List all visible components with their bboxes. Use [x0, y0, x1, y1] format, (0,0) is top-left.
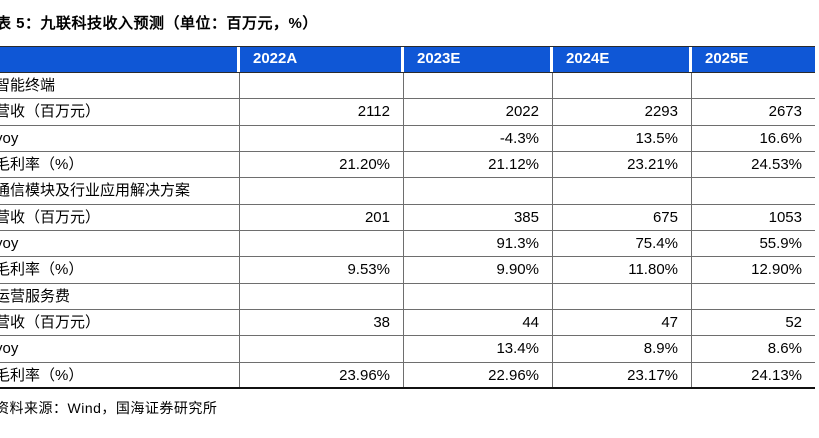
value-cell: 24.53% [751, 155, 802, 173]
value-cell: 2112 [240, 99, 404, 125]
table-row: 毛利率（%） 9.53% 9.90% 11.80% 12.90% [0, 257, 815, 284]
value-cell: 21.12% [404, 151, 553, 178]
row-label-cell: 营收（百万元） [0, 204, 240, 230]
table-row: yoy -4.3% 13.5% 16.6% [0, 125, 815, 152]
row-label-cell: 智能终端 [0, 73, 240, 99]
value-cell [692, 178, 815, 203]
value-cell: 675 [553, 204, 692, 230]
value-cell: 2022 [404, 99, 553, 125]
value-cell [240, 336, 404, 362]
value-cell: 1053 [768, 208, 802, 226]
value-cell: 47 [553, 309, 692, 336]
value-cell [553, 283, 692, 309]
header-cell-2024e: 2024E [553, 47, 692, 72]
table-body: 智能终端 营收（百万元） 2112 2022 2293 2673 yoy -4.… [0, 73, 815, 389]
value-cell [692, 284, 815, 309]
value-cell: 44 [404, 309, 553, 336]
table-header-row: 2022A 2023E 2024E 2025E [0, 46, 815, 73]
table-row: 毛利率（%） 21.20% 21.12% 23.21% 24.53% [0, 151, 815, 179]
value-cell [240, 73, 404, 99]
header-cell-2025e: 2025E [705, 50, 749, 67]
value-cell: 24.13% [751, 366, 802, 384]
value-cell: 21.20% [240, 151, 404, 178]
row-label-cell: 营收（百万元） [0, 309, 240, 336]
value-cell [553, 73, 692, 99]
table-row: yoy 91.3% 75.4% 55.9% [0, 230, 815, 258]
value-cell [404, 73, 553, 99]
row-label-cell: 毛利率（%） [0, 151, 240, 178]
source-note: 资料来源：Wind，国海证券研究所 [0, 400, 218, 416]
value-cell: -4.3% [404, 125, 553, 151]
value-cell: 91.3% [404, 230, 553, 257]
value-cell: 55.9% [759, 234, 802, 252]
header-cell-2022a: 2022A [240, 47, 404, 72]
value-cell: 23.17% [553, 362, 692, 387]
value-cell [240, 230, 404, 257]
section-row: 智能终端 [0, 73, 815, 100]
header-cell-2023e: 2023E [404, 47, 553, 72]
value-cell: 11.80% [553, 257, 692, 283]
value-cell: 9.53% [240, 257, 404, 283]
value-cell: 8.6% [767, 340, 802, 358]
table-row: 毛利率（%） 23.96% 22.96% 23.17% 24.13% [0, 362, 815, 389]
value-cell: 23.96% [240, 362, 404, 387]
value-cell: 13.5% [553, 125, 692, 151]
table-row: 营收（百万元） 201 385 675 1053 [0, 204, 815, 231]
value-cell: 75.4% [553, 230, 692, 257]
value-cell: 9.90% [404, 257, 553, 283]
row-label-cell: 通信模块及行业应用解决方案 [0, 178, 240, 204]
value-cell [240, 125, 404, 151]
row-label-cell: 营收（百万元） [0, 99, 240, 125]
value-cell: 2673 [768, 103, 802, 121]
row-label-cell: 毛利率（%） [0, 362, 240, 387]
section-row: 通信模块及行业应用解决方案 [0, 178, 815, 205]
table-caption: 表 5：九联科技收入预测（单位：百万元，%） [0, 15, 318, 32]
value-cell [404, 283, 553, 309]
value-cell [553, 178, 692, 204]
value-cell: 23.21% [553, 151, 692, 178]
row-label-cell: 运营服务费 [0, 283, 240, 309]
table-row: 营收（百万元） 38 44 47 52 [0, 309, 815, 337]
value-cell: 201 [240, 204, 404, 230]
table-row: yoy 13.4% 8.9% 8.6% [0, 336, 815, 363]
table-row: 营收（百万元） 2112 2022 2293 2673 [0, 99, 815, 126]
value-cell: 2293 [553, 99, 692, 125]
value-cell: 12.90% [751, 261, 802, 279]
row-label-cell: yoy [0, 125, 240, 151]
row-label-cell: yoy [0, 230, 240, 257]
value-cell [692, 73, 815, 98]
value-cell: 38 [240, 309, 404, 336]
value-cell: 13.4% [404, 336, 553, 362]
value-cell: 52 [785, 313, 802, 331]
value-cell: 8.9% [553, 336, 692, 362]
value-cell: 16.6% [759, 129, 802, 147]
section-row: 运营服务费 [0, 283, 815, 310]
value-cell [240, 283, 404, 309]
value-cell [240, 178, 404, 204]
value-cell [404, 178, 553, 204]
revenue-forecast-table: 2022A 2023E 2024E 2025E 智能终端 营收（百万元） 211… [0, 46, 815, 389]
header-cell-blank [0, 47, 240, 72]
row-label-cell: 毛利率（%） [0, 257, 240, 283]
row-label-cell: yoy [0, 336, 240, 362]
value-cell: 22.96% [404, 362, 553, 387]
value-cell: 385 [404, 204, 553, 230]
